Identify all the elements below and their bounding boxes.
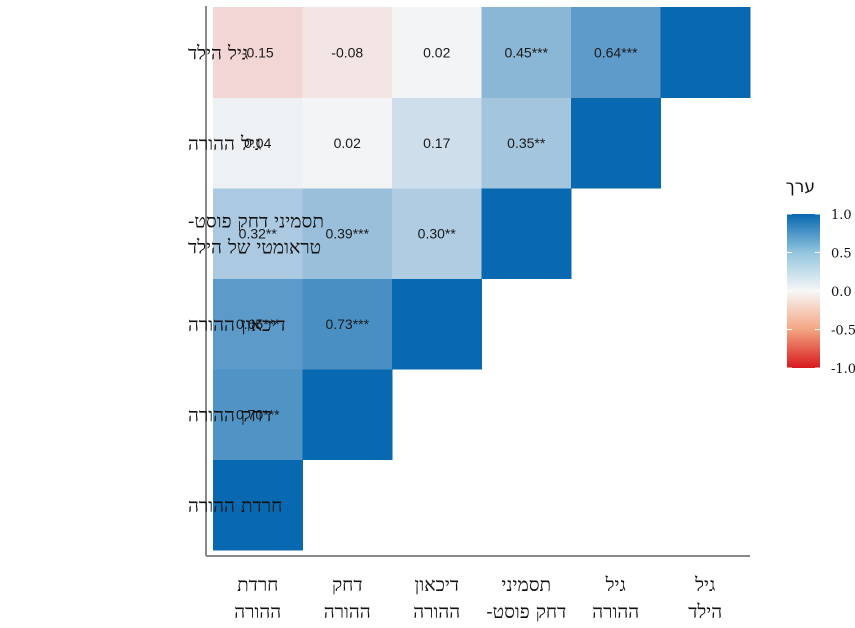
heatmap-cell — [392, 97, 482, 189]
heatmap-cell — [213, 459, 303, 551]
column-label: דיכאון ההורה — [413, 574, 460, 623]
cell-value-label: 0.04 — [244, 135, 271, 151]
heatmap-cell — [213, 188, 303, 279]
heatmap-cell — [392, 278, 482, 370]
row-label: דחק ההורה — [188, 404, 272, 426]
cell-value-label: 0.45*** — [504, 44, 548, 60]
legend-tick-label: -0.5 — [831, 324, 855, 339]
cell-value-label: 0.32** — [239, 225, 278, 241]
column-labels: חרדת ההורה דחק ההורה דיכאון ההורה תסמיני דחק פו… — [234, 574, 722, 623]
cell-value-label: 0.39*** — [325, 225, 369, 241]
cell-value-label: 0.02 — [334, 135, 361, 151]
legend-title: ערך — [786, 177, 815, 197]
column-label: חרדת ההורה — [234, 574, 281, 623]
cell-value-label: 0.73*** — [325, 316, 369, 332]
cell-value-label: 0.35** — [507, 135, 546, 151]
column-label: תסמיני דחק פוסט- — [486, 574, 566, 623]
heatmap-cell — [213, 278, 303, 370]
cell-value-label: 0.17 — [423, 135, 450, 151]
heatmap-cell — [302, 97, 393, 189]
cell-value-label: 0.70*** — [236, 406, 280, 422]
row-label: תסמיני דחק פוסט-טראומטי של הילד — [188, 210, 324, 258]
legend-tick-label: 0.0 — [831, 285, 852, 300]
row-label: דיכאון ההורה — [188, 314, 286, 336]
column-label: גיל ההורה — [592, 574, 639, 623]
row-label: גיל ההורה — [188, 133, 261, 155]
heatmap-cell — [302, 369, 393, 460]
cell-value-label: 0.65*** — [236, 316, 280, 332]
row-labels: גיל הילד גיל ההורה תסמיני דחק פוסט-טראומטי… — [188, 42, 324, 517]
heatmap-cell — [302, 188, 393, 279]
legend-tick-label: 0.5 — [831, 247, 852, 262]
heatmap-cell — [392, 7, 482, 98]
legend-colorbar — [787, 214, 820, 368]
heatmap-cell — [571, 7, 661, 98]
heatmap-cell — [392, 188, 482, 279]
heatmap-cell — [481, 188, 572, 279]
heatmap-cells — [213, 7, 751, 551]
heatmap-cell — [213, 7, 303, 98]
column-label: דחק ההורה — [324, 574, 371, 623]
legend-tick-label: -1.0 — [831, 362, 855, 377]
cell-value-label: 0.30** — [418, 225, 457, 241]
plot-axes — [205, 6, 750, 557]
heatmap-cell — [213, 97, 303, 189]
cell-value-label: -0.08 — [331, 44, 363, 60]
color-legend: ערך 1.0 0.5 0.0 -0.5 -1.0 — [786, 177, 855, 377]
column-label: גיל הילד — [688, 574, 722, 623]
heatmap-cell — [481, 97, 572, 189]
legend-tick-label: 1.0 — [831, 208, 852, 223]
heatmap-cell — [481, 7, 572, 98]
cell-value-label: -0.15 — [242, 44, 274, 60]
heatmap-value-labels: 0.70*** 0.65*** 0.73*** 0.32** 0.39*** 0.30**… — [236, 44, 638, 422]
heatmap-cell — [302, 278, 393, 370]
cell-value-label: 0.02 — [423, 44, 450, 60]
cell-value-label: 0.64*** — [594, 44, 638, 60]
heatmap-cell — [571, 97, 661, 189]
heatmap-cell — [302, 7, 393, 98]
row-label: חרדת ההורה — [188, 495, 282, 517]
heatmap-cell — [660, 7, 751, 98]
legend-ticks: 1.0 0.5 0.0 -0.5 -1.0 — [787, 208, 855, 377]
row-label: גיל הילד — [188, 42, 248, 64]
heatmap-cell — [213, 369, 303, 460]
